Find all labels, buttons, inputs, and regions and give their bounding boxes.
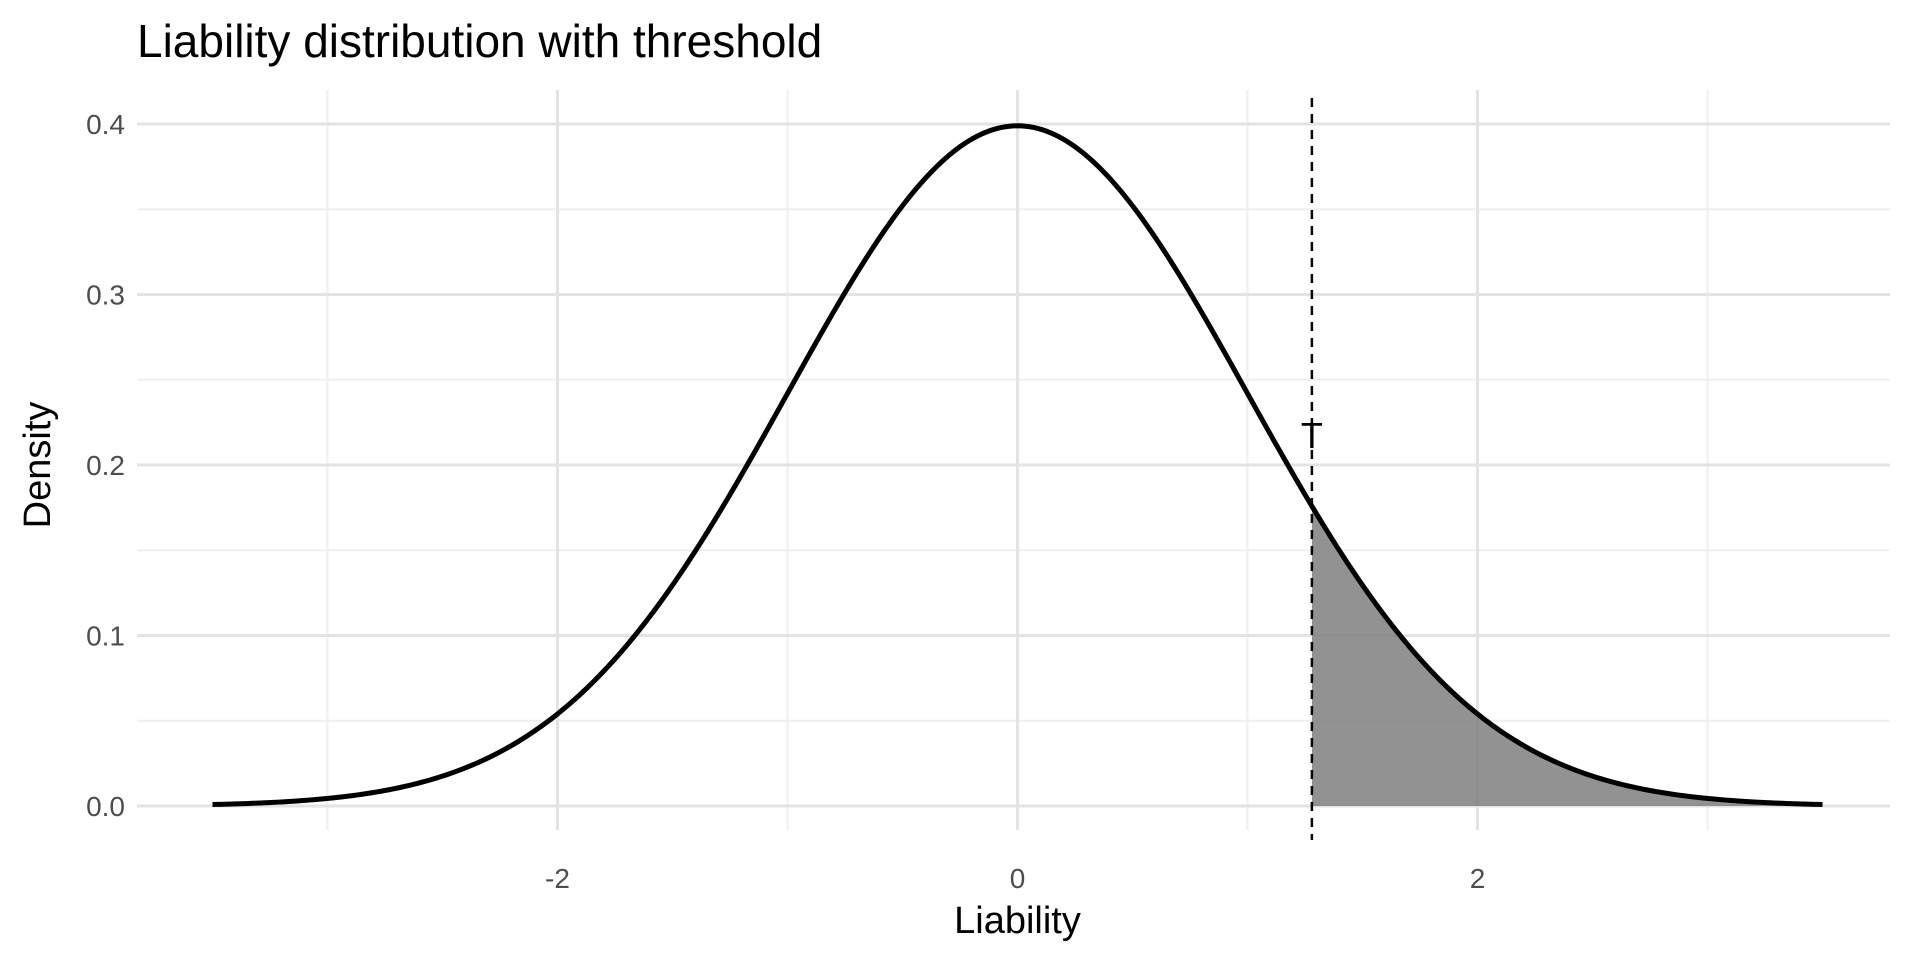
minor-gridlines — [137, 90, 1890, 830]
chart-title: Liability distribution with threshold — [137, 15, 823, 67]
y-axis-title: Density — [17, 402, 59, 529]
major-gridlines — [137, 90, 1890, 830]
x-tick-label: -2 — [545, 863, 570, 894]
density-curve — [212, 123, 1823, 808]
y-tick-label: 0.2 — [86, 450, 125, 481]
x-tick-label: 2 — [1470, 863, 1486, 894]
y-axis-ticks: 0.0 0.1 0.2 0.3 0.4 — [86, 109, 125, 822]
y-tick-label: 0.0 — [86, 791, 125, 822]
y-tick-label: 0.4 — [86, 109, 125, 140]
threshold-label: T — [1301, 415, 1323, 456]
y-tick-label: 0.1 — [86, 621, 125, 652]
y-tick-label: 0.3 — [86, 280, 125, 311]
shaded-tail-area — [1311, 506, 1823, 806]
x-tick-label: 0 — [1010, 863, 1026, 894]
x-axis-ticks: -2 0 2 — [545, 863, 1485, 894]
x-axis-title: Liability — [954, 900, 1081, 942]
